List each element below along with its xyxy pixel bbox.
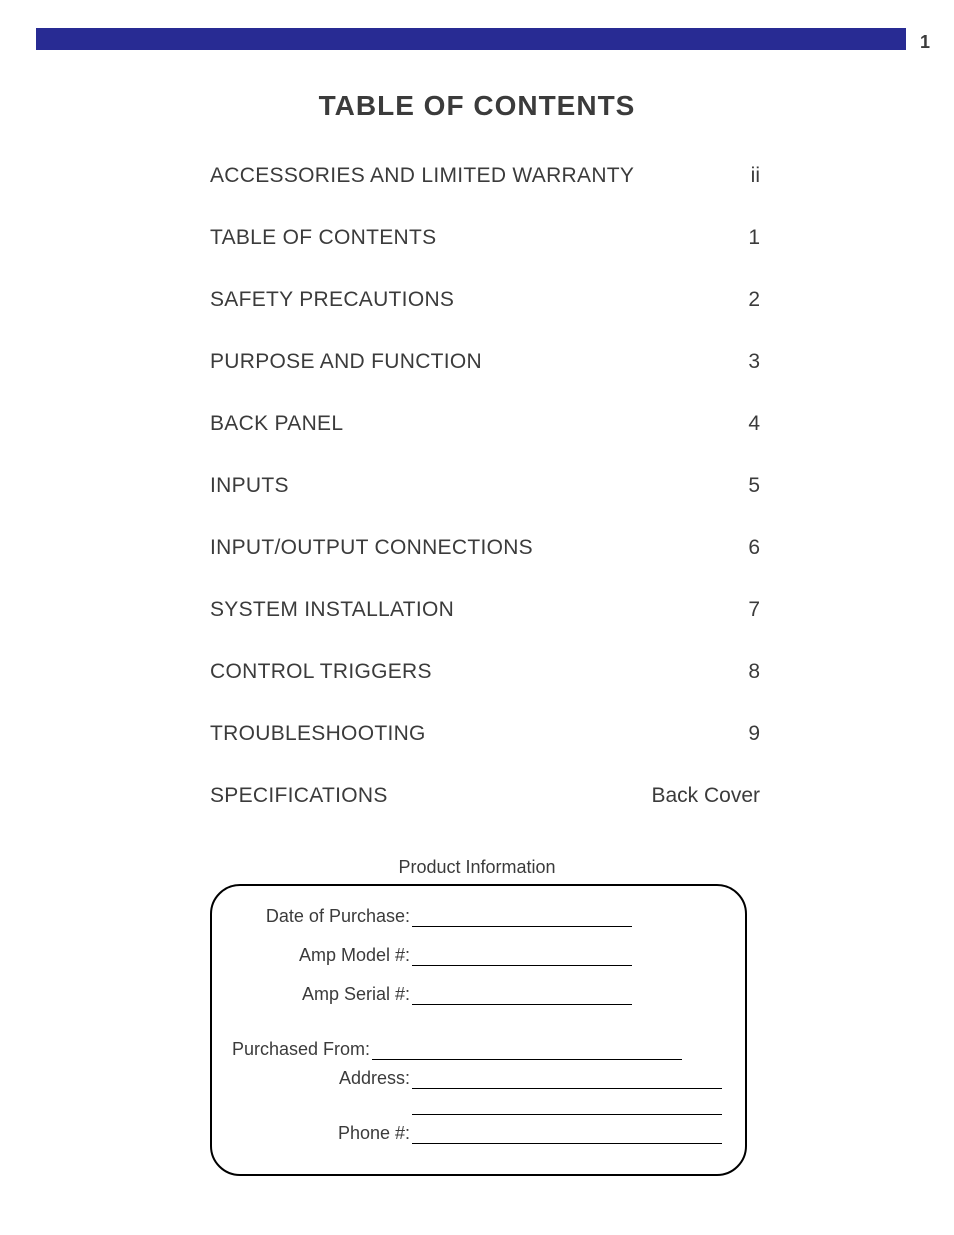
field-line xyxy=(412,909,632,927)
toc-page: ii xyxy=(751,164,760,188)
toc-entry: CONTROL TRIGGERS 8 xyxy=(210,660,760,684)
toc-label: ACCESSORIES AND LIMITED WARRANTY xyxy=(210,164,634,188)
toc-label: TABLE OF CONTENTS xyxy=(210,226,436,250)
field-row xyxy=(212,1097,745,1115)
toc-label: TROUBLESHOOTING xyxy=(210,722,426,746)
toc-label: SYSTEM INSTALLATION xyxy=(210,598,454,622)
toc-label: PURPOSE AND FUNCTION xyxy=(210,350,482,374)
toc-page: 6 xyxy=(748,536,760,560)
table-of-contents: ACCESSORIES AND LIMITED WARRANTY ii TABL… xyxy=(210,164,760,846)
toc-entry: SPECIFICATIONS Back Cover xyxy=(210,784,760,808)
toc-entry: INPUTS 5 xyxy=(210,474,760,498)
toc-label: INPUT/OUTPUT CONNECTIONS xyxy=(210,536,533,560)
product-info-box: Date of Purchase: Amp Model #: Amp Seria… xyxy=(210,884,747,1176)
toc-page: Back Cover xyxy=(651,784,760,808)
page-number: 1 xyxy=(920,32,930,53)
field-line xyxy=(412,1071,722,1089)
toc-entry: PURPOSE AND FUNCTION 3 xyxy=(210,350,760,374)
field-label-amp-serial: Amp Serial #: xyxy=(212,984,412,1005)
page-title: TABLE OF CONTENTS xyxy=(0,90,954,122)
field-line xyxy=(412,948,632,966)
field-row: Purchased From: xyxy=(212,1039,745,1060)
toc-page: 2 xyxy=(748,288,760,312)
toc-page: 1 xyxy=(748,226,760,250)
toc-entry: INPUT/OUTPUT CONNECTIONS 6 xyxy=(210,536,760,560)
toc-label: SAFETY PRECAUTIONS xyxy=(210,288,454,312)
field-row: Phone #: xyxy=(212,1123,745,1144)
field-row: Amp Serial #: xyxy=(212,984,745,1005)
toc-entry: TABLE OF CONTENTS 1 xyxy=(210,226,760,250)
toc-page: 9 xyxy=(748,722,760,746)
field-line xyxy=(412,1126,722,1144)
spacer xyxy=(212,1023,745,1039)
product-info-heading: Product Information xyxy=(0,857,954,878)
toc-label: SPECIFICATIONS xyxy=(210,784,388,808)
field-row: Date of Purchase: xyxy=(212,906,745,927)
toc-entry: TROUBLESHOOTING 9 xyxy=(210,722,760,746)
field-row: Amp Model #: xyxy=(212,945,745,966)
field-line xyxy=(412,1097,722,1115)
toc-label: CONTROL TRIGGERS xyxy=(210,660,432,684)
field-row: Address: xyxy=(212,1068,745,1089)
field-label-phone: Phone #: xyxy=(212,1123,412,1144)
toc-page: 8 xyxy=(748,660,760,684)
toc-page: 3 xyxy=(748,350,760,374)
toc-page: 4 xyxy=(748,412,760,436)
toc-page: 5 xyxy=(748,474,760,498)
toc-entry: SYSTEM INSTALLATION 7 xyxy=(210,598,760,622)
header-bar xyxy=(36,28,906,50)
toc-entry: BACK PANEL 4 xyxy=(210,412,760,436)
field-label-amp-model: Amp Model #: xyxy=(212,945,412,966)
document-page: 1 TABLE OF CONTENTS ACCESSORIES AND LIMI… xyxy=(0,0,954,1235)
field-label-address: Address: xyxy=(212,1068,412,1089)
field-label-purchased-from: Purchased From: xyxy=(212,1039,372,1060)
field-label-date-of-purchase: Date of Purchase: xyxy=(212,906,412,927)
field-line xyxy=(372,1042,682,1060)
toc-page: 7 xyxy=(748,598,760,622)
toc-entry: SAFETY PRECAUTIONS 2 xyxy=(210,288,760,312)
toc-label: INPUTS xyxy=(210,474,289,498)
field-line xyxy=(412,987,632,1005)
toc-label: BACK PANEL xyxy=(210,412,343,436)
toc-entry: ACCESSORIES AND LIMITED WARRANTY ii xyxy=(210,164,760,188)
